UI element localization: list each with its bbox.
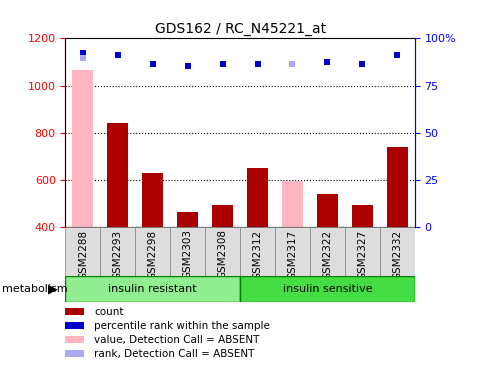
Bar xyxy=(274,227,309,276)
Bar xyxy=(65,227,100,276)
Bar xyxy=(351,205,372,227)
Bar xyxy=(240,227,274,276)
Text: metabolism: metabolism xyxy=(2,284,68,294)
Bar xyxy=(344,227,379,276)
Text: value, Detection Call = ABSENT: value, Detection Call = ABSENT xyxy=(94,335,259,344)
Bar xyxy=(177,212,198,227)
Bar xyxy=(142,173,163,227)
Text: GSM2308: GSM2308 xyxy=(217,229,227,279)
Bar xyxy=(100,227,135,276)
Bar xyxy=(212,205,233,227)
Bar xyxy=(65,350,84,358)
Text: GSM2327: GSM2327 xyxy=(357,229,366,280)
Text: GSM2322: GSM2322 xyxy=(322,229,332,280)
Bar xyxy=(65,336,84,343)
Text: ▶: ▶ xyxy=(47,283,57,296)
Text: insulin sensitive: insulin sensitive xyxy=(282,284,371,294)
Bar xyxy=(386,147,407,227)
Bar xyxy=(309,227,344,276)
Text: GSM2317: GSM2317 xyxy=(287,229,297,280)
Bar xyxy=(205,227,240,276)
Text: insulin resistant: insulin resistant xyxy=(108,284,197,294)
Text: GSM2298: GSM2298 xyxy=(148,229,157,280)
Bar xyxy=(246,168,268,227)
Bar xyxy=(240,276,414,302)
Bar xyxy=(379,227,414,276)
Bar xyxy=(316,194,337,227)
Bar xyxy=(65,308,84,315)
Text: GSM2332: GSM2332 xyxy=(392,229,401,280)
Bar xyxy=(281,180,302,227)
Text: GSM2303: GSM2303 xyxy=(182,229,192,279)
Bar xyxy=(107,123,128,227)
Text: GSM2288: GSM2288 xyxy=(78,229,88,280)
Bar xyxy=(170,227,205,276)
Bar xyxy=(65,276,240,302)
Text: percentile rank within the sample: percentile rank within the sample xyxy=(94,321,270,330)
Text: count: count xyxy=(94,307,123,317)
Text: GSM2312: GSM2312 xyxy=(252,229,262,280)
Bar xyxy=(65,322,84,329)
Text: GSM2293: GSM2293 xyxy=(113,229,122,280)
Bar xyxy=(72,70,93,227)
Bar xyxy=(135,227,170,276)
Title: GDS162 / RC_N45221_at: GDS162 / RC_N45221_at xyxy=(154,22,325,36)
Text: rank, Detection Call = ABSENT: rank, Detection Call = ABSENT xyxy=(94,348,254,359)
